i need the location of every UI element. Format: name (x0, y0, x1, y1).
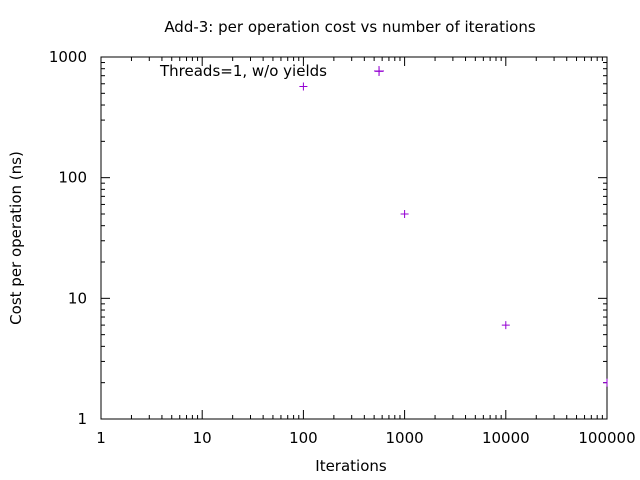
x-tick-label: 100000 (578, 429, 635, 447)
y-tick-label: 1000 (49, 48, 87, 66)
data-point (375, 67, 384, 76)
x-axis-label: Iterations (315, 457, 387, 475)
y-tick-labels: 1 10 100 1000 (49, 48, 87, 428)
data-point (501, 321, 510, 330)
x-tick-label: 1000 (386, 429, 424, 447)
legend: Threads=1, w/o yields (159, 62, 384, 80)
legend-label: Threads=1, w/o yields (159, 62, 327, 80)
y-tick-label: 100 (58, 169, 87, 187)
y-tick-label: 10 (68, 289, 87, 307)
x-tick-label: 10 (193, 429, 212, 447)
y-tick-label: 1 (77, 410, 87, 428)
x-tick-label: 10000 (482, 429, 530, 447)
data-point (603, 378, 608, 387)
axis-ticks (100, 56, 608, 420)
data-points (299, 67, 608, 387)
data-point (400, 209, 409, 218)
x-tick-label: 100 (289, 429, 318, 447)
y-axis-label: Cost per operation (ns) (7, 151, 25, 325)
data-point (299, 82, 308, 91)
x-tick-labels: 1 10 100 1000 10000 100000 (96, 429, 635, 447)
plot-frame (100, 56, 608, 420)
chart-title: Add-3: per operation cost vs number of i… (164, 18, 536, 36)
x-tick-label: 1 (96, 429, 106, 447)
